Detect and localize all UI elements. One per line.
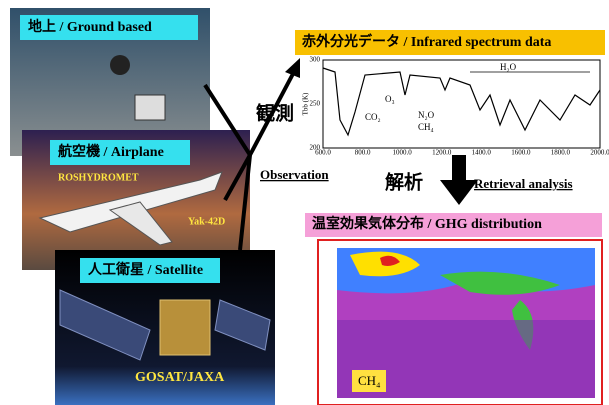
converging-arrows <box>203 69 297 251</box>
arrow-shaft <box>452 155 466 183</box>
annotation: O₃ <box>385 94 395 104</box>
credit: GOSAT/JAXA <box>135 370 225 385</box>
plot-frame <box>322 59 601 149</box>
arrow-head <box>440 180 478 205</box>
annotation: N₂O <box>418 110 435 120</box>
title-box <box>295 30 605 55</box>
panel-label: 航空機 / Airplane <box>58 143 164 160</box>
solar-panel <box>59 289 151 361</box>
retrieval-label: Retrieval analysis <box>474 176 573 191</box>
annotation: CH₄ <box>418 122 434 132</box>
spectrum-curve <box>322 67 601 137</box>
y-tick-label: 300 <box>310 56 321 64</box>
x-tick-label: 600.0 <box>315 149 331 157</box>
spectrum-title: 赤外分光データ / Infrared spectrum data <box>301 33 551 50</box>
distribution-title: 温室効果気体分布 / GHG distribution <box>312 215 542 232</box>
y-tick-label: 250 <box>310 100 321 108</box>
label-box <box>80 258 220 283</box>
aircraft-model: Yak-42D <box>188 216 225 227</box>
airplane <box>38 171 223 233</box>
airplane-wing <box>108 201 173 246</box>
person <box>110 55 130 75</box>
x-tick-label: 1000.0 <box>393 149 413 157</box>
observation-label: Observation <box>260 167 329 182</box>
solar-panel <box>214 299 271 351</box>
map-region <box>440 271 560 295</box>
panel-label: 人工衛星 / Satellite <box>87 261 203 278</box>
y-tick-label: 200 <box>310 144 321 152</box>
x-tick-label: 2000.0 <box>590 149 609 157</box>
annotation: H₂O <box>500 62 517 72</box>
gas-label: CH₄ <box>358 373 381 388</box>
retrieval-kanji: 解析 <box>385 170 423 193</box>
map-region <box>337 320 595 398</box>
satellite-body <box>159 299 211 356</box>
label-box <box>20 15 198 40</box>
y-axis-title: Tbb (K) <box>302 92 310 115</box>
observation-kanji: 観測 <box>256 101 294 124</box>
annotation: CO₂ <box>365 112 381 122</box>
title-box <box>305 213 602 237</box>
monitor <box>134 94 166 121</box>
airline-name: ROSHYDROMET <box>58 172 139 183</box>
x-tick-label: 1600.0 <box>511 149 531 157</box>
arrow-head <box>285 58 300 78</box>
map-region <box>380 255 400 266</box>
panel-label: 地上 / Ground based <box>28 18 152 35</box>
x-tick-label: 1200.0 <box>432 149 452 157</box>
x-tick-label: 1800.0 <box>551 149 571 157</box>
label-box <box>352 370 386 392</box>
label-box <box>50 140 190 165</box>
x-tick-label: 1400.0 <box>472 149 492 157</box>
x-tick-label: 800.0 <box>355 149 371 157</box>
